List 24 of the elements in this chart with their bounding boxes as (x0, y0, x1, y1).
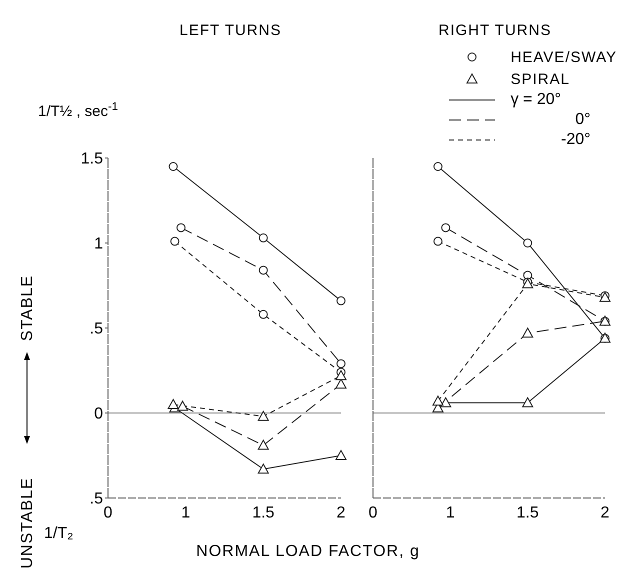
text: 0° (574, 111, 591, 129)
x-tick-label: 2 (336, 504, 346, 522)
legend-label: SPIRAL (510, 70, 570, 88)
y-tick-label: .5 (90, 320, 104, 338)
x-tick-label: 1.5 (516, 504, 539, 522)
x-tick-label: 1.5 (252, 504, 275, 522)
y-axis-title: 1/T½ , sec$^{-1}$ (38, 101, 118, 120)
x-tick-label: 1 (181, 504, 190, 522)
text: -20° (560, 131, 591, 149)
text: 1/T₂ (44, 525, 74, 542)
x-tick-label: 0 (368, 504, 378, 522)
x-axis-title: NORMAL LOAD FACTOR, g (196, 543, 420, 560)
text: γ = 20° (510, 91, 562, 109)
legend-label: HEAVE/SWAY (510, 48, 617, 66)
y-tick-label: .5 (90, 490, 104, 508)
chart-title: RIGHT TURNS (438, 22, 552, 39)
x-tick-label: 1 (446, 504, 455, 522)
y-tick-label: 1 (94, 236, 104, 253)
y-tick-label: 1.5 (80, 150, 104, 168)
text: UNSTABLE (19, 477, 36, 569)
y-tick-label: 0 (94, 406, 104, 423)
chart-title: LEFT TURNS (178, 22, 282, 39)
x-tick-label: 2 (600, 504, 610, 522)
text: STABLE (19, 274, 36, 342)
